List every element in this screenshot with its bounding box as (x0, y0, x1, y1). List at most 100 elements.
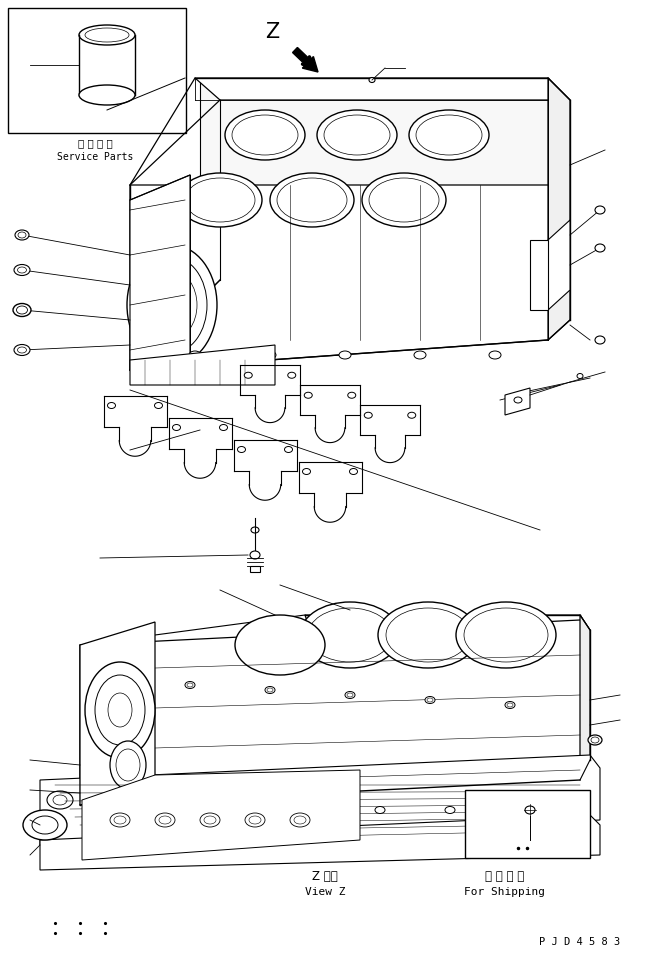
Ellipse shape (185, 682, 195, 689)
Ellipse shape (105, 676, 115, 684)
Ellipse shape (588, 735, 602, 745)
Ellipse shape (264, 351, 276, 359)
Polygon shape (305, 615, 590, 630)
Text: View Z: View Z (305, 887, 345, 897)
Ellipse shape (265, 687, 275, 693)
Ellipse shape (414, 351, 426, 359)
Ellipse shape (110, 741, 146, 789)
FancyArrow shape (293, 48, 318, 72)
Ellipse shape (294, 816, 306, 824)
Ellipse shape (14, 265, 30, 275)
Polygon shape (40, 755, 600, 845)
Ellipse shape (95, 807, 105, 813)
Ellipse shape (165, 807, 175, 813)
Ellipse shape (137, 257, 207, 353)
Ellipse shape (408, 412, 416, 418)
Ellipse shape (305, 807, 315, 813)
Polygon shape (200, 78, 548, 245)
Ellipse shape (591, 737, 599, 743)
Ellipse shape (85, 28, 129, 42)
Ellipse shape (225, 110, 305, 160)
Ellipse shape (456, 602, 556, 668)
Ellipse shape (304, 392, 312, 398)
Ellipse shape (425, 696, 435, 704)
Bar (8, 8, 186, 133)
Ellipse shape (178, 173, 262, 227)
Ellipse shape (345, 691, 355, 698)
Ellipse shape (155, 403, 163, 409)
Ellipse shape (595, 336, 605, 344)
Ellipse shape (284, 447, 293, 453)
Ellipse shape (235, 615, 325, 675)
Ellipse shape (79, 25, 135, 45)
Ellipse shape (32, 816, 58, 834)
Ellipse shape (288, 372, 295, 378)
Ellipse shape (416, 115, 482, 155)
Ellipse shape (369, 178, 439, 222)
Ellipse shape (17, 347, 26, 353)
Ellipse shape (235, 807, 245, 813)
Ellipse shape (237, 447, 245, 453)
Text: 補 給 専 用: 補 給 専 用 (77, 138, 112, 148)
Ellipse shape (187, 683, 193, 687)
Ellipse shape (15, 230, 29, 240)
Ellipse shape (17, 267, 26, 273)
Polygon shape (130, 345, 275, 385)
Ellipse shape (143, 325, 167, 355)
Ellipse shape (409, 110, 489, 160)
Ellipse shape (369, 78, 375, 82)
Ellipse shape (348, 392, 356, 398)
Ellipse shape (249, 816, 261, 824)
Ellipse shape (200, 813, 220, 827)
Ellipse shape (53, 795, 67, 805)
Text: P J D 4 5 8 3: P J D 4 5 8 3 (539, 937, 620, 947)
Ellipse shape (245, 372, 253, 378)
Ellipse shape (362, 173, 446, 227)
Ellipse shape (185, 178, 255, 222)
Text: For Shipping: For Shipping (465, 887, 545, 897)
Ellipse shape (17, 306, 28, 314)
Ellipse shape (114, 816, 126, 824)
Ellipse shape (427, 698, 433, 702)
Ellipse shape (324, 115, 390, 155)
Ellipse shape (595, 244, 605, 252)
Ellipse shape (23, 810, 67, 840)
Ellipse shape (350, 469, 358, 475)
Ellipse shape (251, 527, 259, 533)
Ellipse shape (232, 115, 298, 155)
Ellipse shape (270, 173, 354, 227)
Ellipse shape (18, 232, 26, 238)
Polygon shape (530, 240, 548, 310)
Ellipse shape (250, 551, 260, 559)
Ellipse shape (577, 373, 583, 379)
Polygon shape (82, 770, 360, 860)
Ellipse shape (245, 813, 265, 827)
Ellipse shape (137, 318, 173, 362)
Polygon shape (195, 78, 570, 100)
Polygon shape (80, 620, 590, 785)
Ellipse shape (173, 425, 180, 431)
Ellipse shape (85, 662, 155, 758)
Ellipse shape (507, 703, 513, 707)
Polygon shape (505, 388, 530, 415)
Text: Z: Z (265, 22, 279, 42)
Ellipse shape (317, 110, 397, 160)
Ellipse shape (375, 807, 385, 813)
Ellipse shape (445, 807, 455, 813)
Ellipse shape (204, 816, 216, 824)
Text: 運 搬 部 品: 運 搬 部 品 (485, 871, 525, 883)
Polygon shape (548, 220, 570, 310)
Ellipse shape (347, 693, 353, 697)
Bar (250, 566, 260, 572)
Ellipse shape (79, 85, 135, 105)
Polygon shape (130, 175, 190, 370)
Ellipse shape (110, 813, 130, 827)
Ellipse shape (303, 469, 311, 475)
Ellipse shape (290, 813, 310, 827)
Ellipse shape (515, 807, 525, 813)
Ellipse shape (189, 351, 201, 359)
Ellipse shape (378, 602, 478, 668)
Ellipse shape (595, 206, 605, 214)
Ellipse shape (14, 344, 30, 356)
Ellipse shape (277, 178, 347, 222)
